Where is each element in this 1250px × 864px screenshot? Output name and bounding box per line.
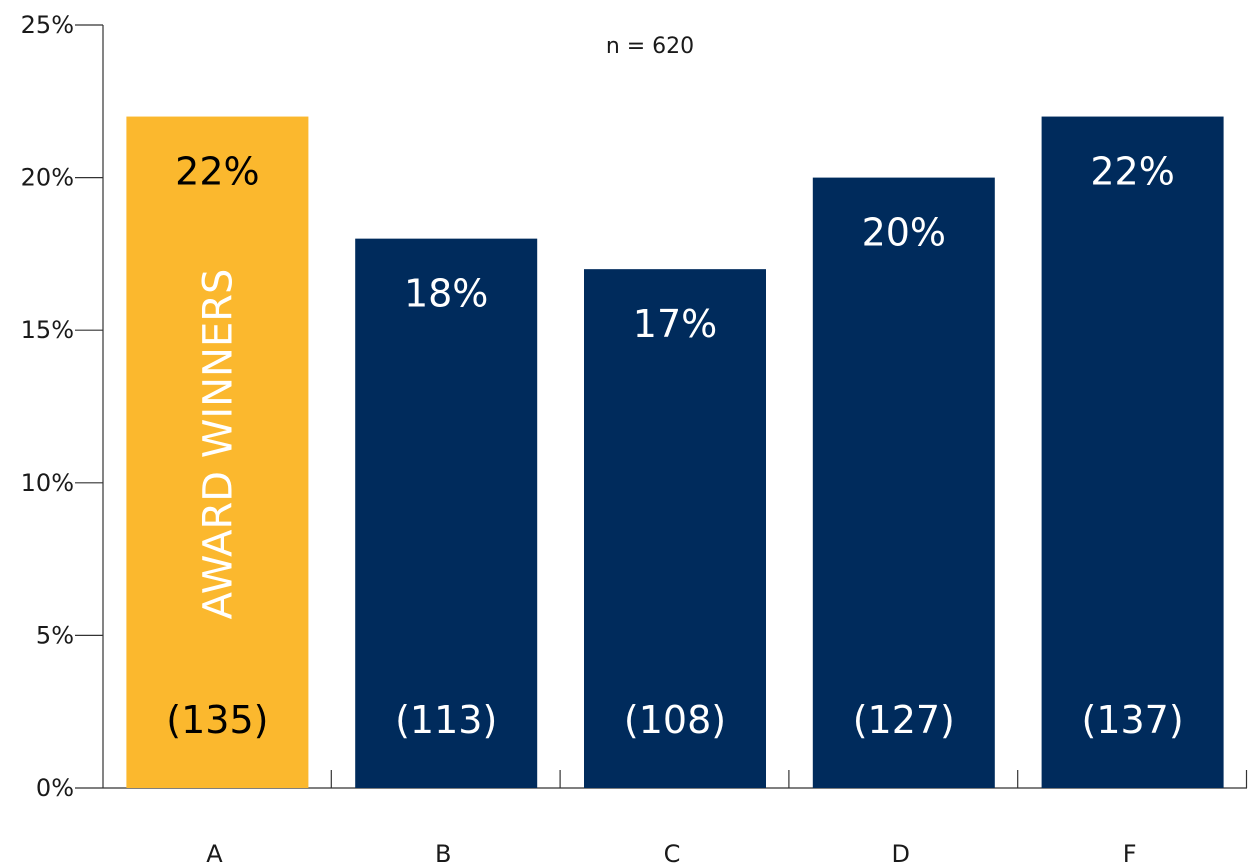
value-label-d: 20% xyxy=(862,211,946,255)
y-tick-label: 20% xyxy=(21,164,74,192)
count-label-f: (137) xyxy=(1082,698,1184,742)
label-layer: 22% (135) A AWARD WINNERS 18% (113) B 17% (108) C… xyxy=(166,150,1183,864)
y-tick-label: 15% xyxy=(21,316,74,344)
count-label-b: (113) xyxy=(395,698,497,742)
bar-f xyxy=(1041,116,1224,788)
category-label-b: B xyxy=(435,840,451,864)
axis-layer: 0% 5% 10% 15% 20% 25% xyxy=(21,11,1248,802)
category-label-a: A xyxy=(206,840,223,864)
y-tick-label: 5% xyxy=(36,621,74,649)
value-label-a: 22% xyxy=(175,150,259,194)
award-winners-label: AWARD WINNERS xyxy=(195,269,241,620)
bar-a xyxy=(126,116,309,788)
category-label-f: F xyxy=(1123,840,1137,864)
y-tick-label: 25% xyxy=(21,11,74,39)
bar-b xyxy=(355,238,538,788)
category-label-c: C xyxy=(664,840,681,864)
count-label-d: (127) xyxy=(853,698,955,742)
value-label-c: 17% xyxy=(633,302,717,346)
count-label-a: (135) xyxy=(166,698,268,742)
y-tick-label: 0% xyxy=(36,774,74,802)
bar-layer xyxy=(126,116,1224,789)
value-label-f: 22% xyxy=(1090,150,1174,194)
category-label-d: D xyxy=(892,840,910,864)
bar-c xyxy=(584,269,766,788)
bar-d xyxy=(812,177,995,789)
value-label-b: 18% xyxy=(404,272,488,316)
count-label-c: (108) xyxy=(624,698,726,742)
y-tick-label: 10% xyxy=(21,469,74,497)
sample-size-annotation: n = 620 xyxy=(606,34,694,59)
